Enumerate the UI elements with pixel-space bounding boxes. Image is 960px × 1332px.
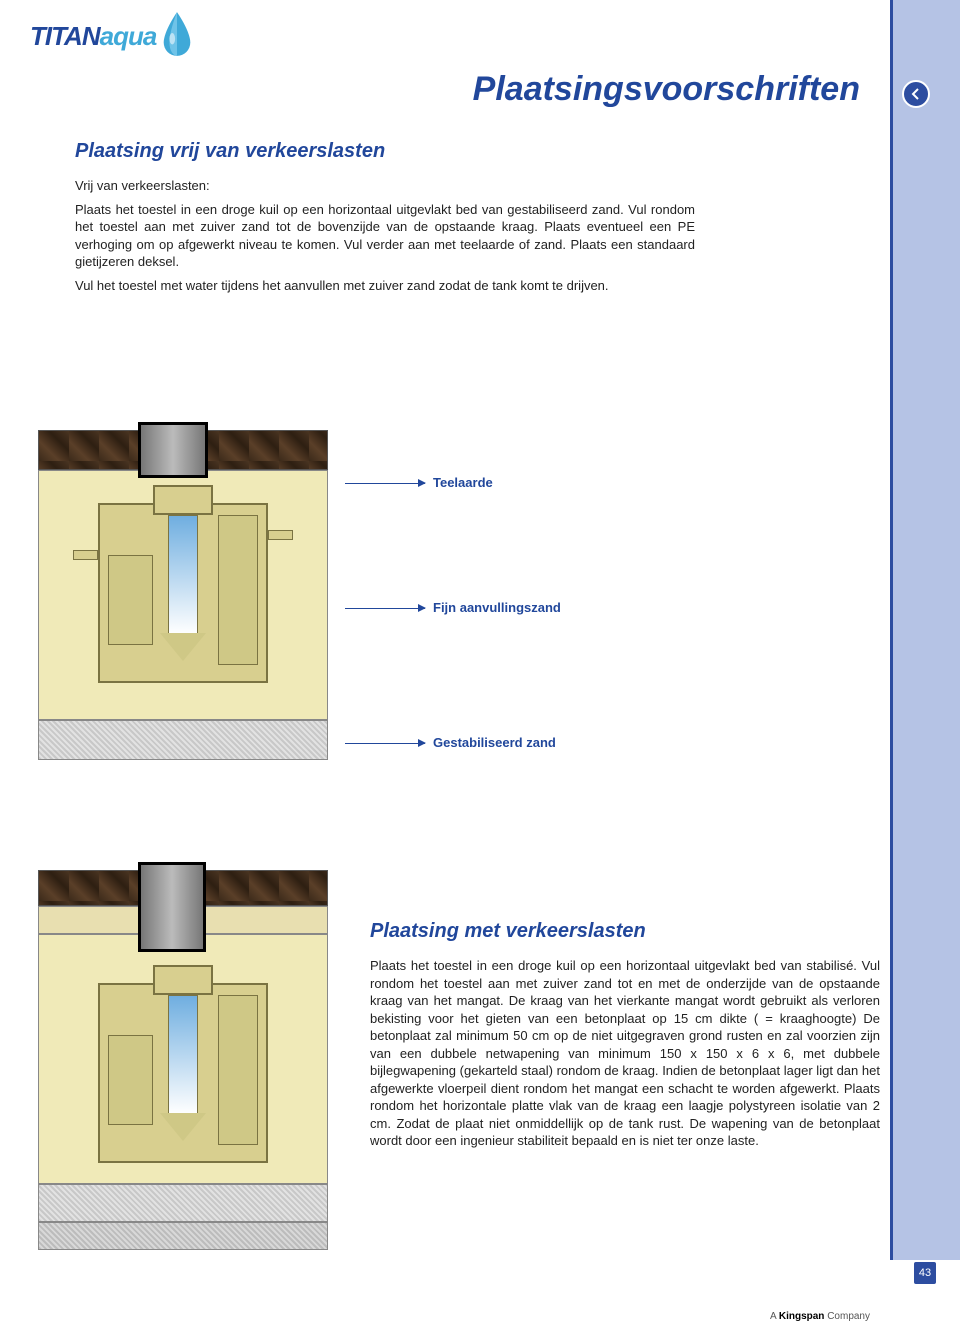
section-free-traffic: Plaatsing vrij van verkeerslasten Vrij v… xyxy=(75,140,695,300)
right-sidebar xyxy=(890,0,960,1260)
arrow-icon xyxy=(345,608,425,609)
logo: TITAN aqua xyxy=(30,10,196,52)
logo-text-aqua: aqua xyxy=(100,21,157,52)
arrow-icon xyxy=(345,483,425,484)
layer-base xyxy=(38,1222,328,1250)
section1-p2: Vul het toestel met water tijdens het aa… xyxy=(75,277,695,295)
footer-company: A Kingspan Company xyxy=(770,1311,870,1322)
layer-stabilized xyxy=(38,720,328,760)
tank-body xyxy=(98,485,268,695)
arrow-icon xyxy=(345,743,425,744)
nav-arrow-icon xyxy=(902,80,930,108)
layer-stabilized xyxy=(38,1184,328,1222)
page-title: Plaatsingsvoorschriften xyxy=(473,70,860,109)
water-drop-icon xyxy=(158,10,196,58)
page-number: 43 xyxy=(914,1262,936,1284)
manhole-lid xyxy=(138,422,208,478)
label-gestabiliseerd: Gestabiliseerd zand xyxy=(345,735,556,750)
logo-text-titan: TITAN xyxy=(30,21,100,52)
label-aanvullingszand: Fijn aanvullingszand xyxy=(345,600,561,615)
section2-body: Plaats het toestel in een droge kuil op … xyxy=(370,957,880,1150)
section2-heading: Plaatsing met verkeerslasten xyxy=(370,920,880,943)
manhole-lid-tall xyxy=(138,862,206,952)
section1-heading: Plaatsing vrij van verkeerslasten xyxy=(75,140,695,163)
pipe-right xyxy=(268,530,293,540)
pipe-left xyxy=(73,550,98,560)
diagram-with-traffic xyxy=(38,870,328,1250)
section1-p1: Plaats het toestel in een droge kuil op … xyxy=(75,201,695,271)
label-teelaarde: Teelaarde xyxy=(345,475,493,490)
section-with-traffic: Plaatsing met verkeerslasten Plaats het … xyxy=(370,920,880,1156)
diagram-no-traffic xyxy=(38,430,328,760)
tank-body xyxy=(98,965,268,1175)
section1-intro: Vrij van verkeerslasten: xyxy=(75,177,695,195)
